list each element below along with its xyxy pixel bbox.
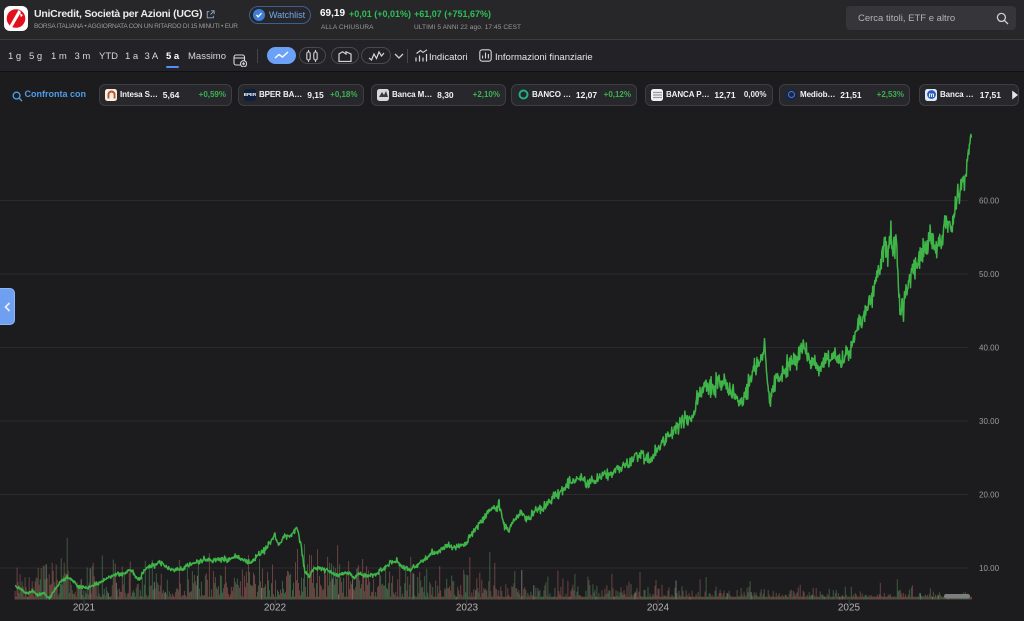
svg-text:60.00: 60.00 — [979, 197, 1000, 206]
svg-text:2025: 2025 — [838, 603, 861, 614]
svg-text:m: m — [928, 92, 934, 99]
svg-text:50.00: 50.00 — [979, 270, 1000, 279]
svg-text:30.00: 30.00 — [979, 417, 1000, 426]
svg-text:20.00: 20.00 — [979, 491, 1000, 500]
svg-text:40.00: 40.00 — [979, 344, 1000, 353]
svg-text:2024: 2024 — [647, 603, 670, 614]
svg-text:10.00: 10.00 — [979, 564, 1000, 573]
svg-text:2021: 2021 — [73, 603, 96, 614]
svg-text:2023: 2023 — [456, 603, 479, 614]
svg-text:2022: 2022 — [264, 603, 287, 614]
